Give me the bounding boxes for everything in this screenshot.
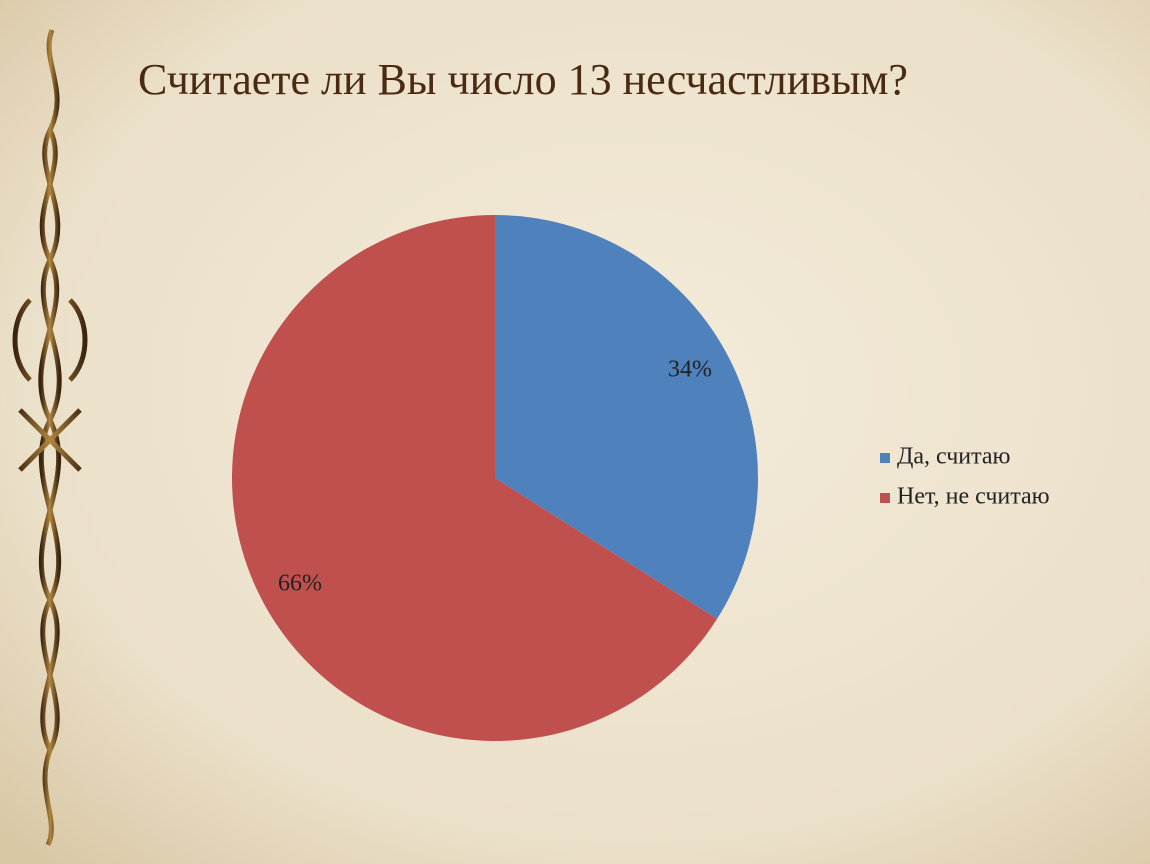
legend-swatch: [880, 493, 890, 503]
data-label: 66%: [278, 571, 322, 597]
legend-swatch: [880, 453, 890, 463]
pie-slice: [495, 215, 758, 619]
pie-slice: [231, 215, 718, 741]
chart-title: Считаете ли Вы число 13 несчастливым?: [138, 55, 908, 104]
legend-label: Да, считаю: [897, 444, 1011, 470]
ornament: [12, 29, 88, 847]
data-label: 34%: [668, 356, 712, 382]
legend-label: Нет, не считаю: [897, 484, 1050, 510]
